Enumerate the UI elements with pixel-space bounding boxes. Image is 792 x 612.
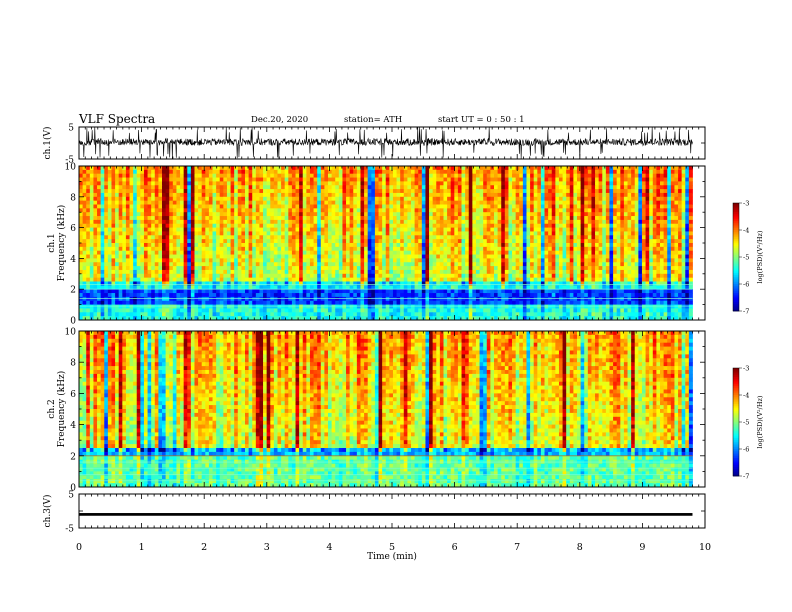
s2-ytick-label: 2 <box>70 452 76 462</box>
w3-ylabel: ch.3(V) <box>42 495 53 528</box>
x-axis-label: Time (min) <box>367 551 417 562</box>
s1-colorbar: -3 -4 -5 -6 -7 log(PSD)(V²/Hz) <box>732 200 764 316</box>
s2-ytick-label: 8 <box>70 359 76 369</box>
xtick-label: 0 <box>76 542 82 553</box>
s2-ytick-label: 10 <box>65 328 77 338</box>
s1-colorbar-tick: -6 <box>743 281 749 289</box>
s1-ytick-label: 6 <box>70 224 76 234</box>
s1-ytick-label: 0 <box>70 317 76 327</box>
xtick-label: 4 <box>326 542 332 553</box>
ch3-waveform-line <box>79 513 693 516</box>
s1-colorbar-tick: -7 <box>743 308 749 316</box>
s1-ytick-label: 2 <box>70 286 76 296</box>
s2-colorbar-tick: -4 <box>743 392 749 400</box>
s2-colorbar-tick: -7 <box>743 473 749 481</box>
xtick-label: 1 <box>139 542 145 553</box>
s1-colorbar-tick: -5 <box>743 254 749 262</box>
s2-ytick-label: 4 <box>70 421 76 431</box>
s1-colorbar-tick: -3 <box>743 200 749 208</box>
s2-colorbar-tick: -3 <box>743 365 749 373</box>
s2-colorbar: -3 -4 -5 -6 -7 log(PSD)(V²/Hz) <box>732 365 764 481</box>
s1-ytick-label: 4 <box>70 255 76 265</box>
s2-ytick-label: 6 <box>70 390 76 400</box>
spectrogram-2-image <box>79 331 693 488</box>
xtick-label: 8 <box>577 542 583 553</box>
s1-colorbar-tick: -4 <box>743 227 749 235</box>
ch1-waveform-line <box>78 127 693 159</box>
xtick-label: 9 <box>639 542 645 553</box>
s2-colorbar-tick: -5 <box>743 419 749 427</box>
w3-ytick-label: 5 <box>68 491 74 501</box>
station-label: station= ATH <box>344 115 403 125</box>
s1-colorbar-label: log(PSD)(V²/Hz) <box>756 230 764 283</box>
panel-frame-w3 <box>78 493 706 529</box>
w3-ytick-label: -5 <box>65 525 74 535</box>
spectrogram-1-image <box>79 166 693 321</box>
w1-ytick-label: 5 <box>68 124 74 134</box>
s2-ylabel: ch.2Frequency (kHz) <box>47 371 67 448</box>
chart-title: VLF Spectra <box>79 112 156 126</box>
s2-colorbar-tick: -6 <box>743 446 749 454</box>
date-label: Dec.20, 2020 <box>251 115 309 125</box>
s2-ytick-label: 0 <box>70 484 76 494</box>
xtick-label: 7 <box>514 542 520 553</box>
s2-colorbar-label: log(PSD)(V²/Hz) <box>756 395 764 448</box>
xtick-label: 6 <box>452 542 458 553</box>
s1-ylabel: ch.1Frequency (kHz) <box>47 205 67 282</box>
start-time-label: start UT = 0 : 50 : 1 <box>438 115 525 125</box>
w1-ytick-label: -5 <box>65 156 74 166</box>
xtick-label: 2 <box>201 542 207 553</box>
xtick-label: 3 <box>264 542 270 553</box>
s1-ytick-label: 8 <box>70 193 76 203</box>
w1-ylabel: ch.1(V) <box>42 127 53 160</box>
xtick-label: 10 <box>699 542 711 553</box>
s1-ytick-label: 10 <box>65 163 77 173</box>
xtick-label: 5 <box>389 542 395 553</box>
